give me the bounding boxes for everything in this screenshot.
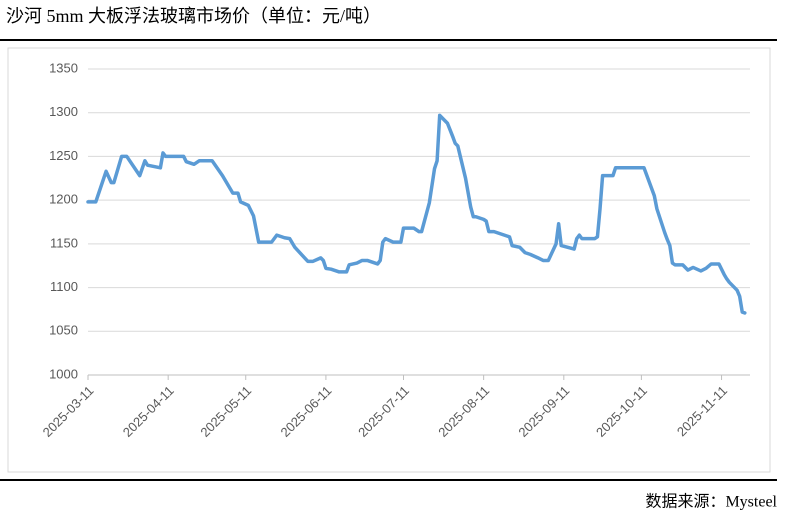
plot-area: 1000 1050 1100 1150 1200 1250 1300 1350 2025-03-… [40,60,750,440]
y-tick-label: 1200 [49,192,78,207]
x-tick-label: 2025-07-11 [355,383,412,440]
y-tick-label: 1350 [49,60,78,75]
x-tick-label: 2025-03-11 [40,383,97,440]
x-tick-label: 2025-11-11 [674,383,730,439]
source-note: 数据来源：Mysteel [645,493,777,511]
y-tick-label: 1300 [49,104,78,119]
y-tick-label: 1000 [49,366,78,381]
y-tick-label: 1250 [49,148,78,163]
x-tick-label: 2025-10-11 [593,383,650,440]
x-tick-label: 2025-06-11 [278,383,335,440]
y-tick-label: 1100 [50,279,78,294]
chart-title: 沙河 5mm 大板浮法玻璃市场价（单位：元/吨） [6,6,381,26]
price-line [86,113,747,315]
y-tick-label: 1150 [50,235,78,250]
x-tick-label: 2025-04-11 [120,383,177,440]
x-tick-label: 2025-08-11 [435,383,492,440]
y-tick-label: 1050 [49,323,78,338]
x-tick-label: 2025-09-11 [515,383,572,440]
x-tick-label: 2025-05-11 [197,383,254,440]
plot-frame [7,47,771,473]
